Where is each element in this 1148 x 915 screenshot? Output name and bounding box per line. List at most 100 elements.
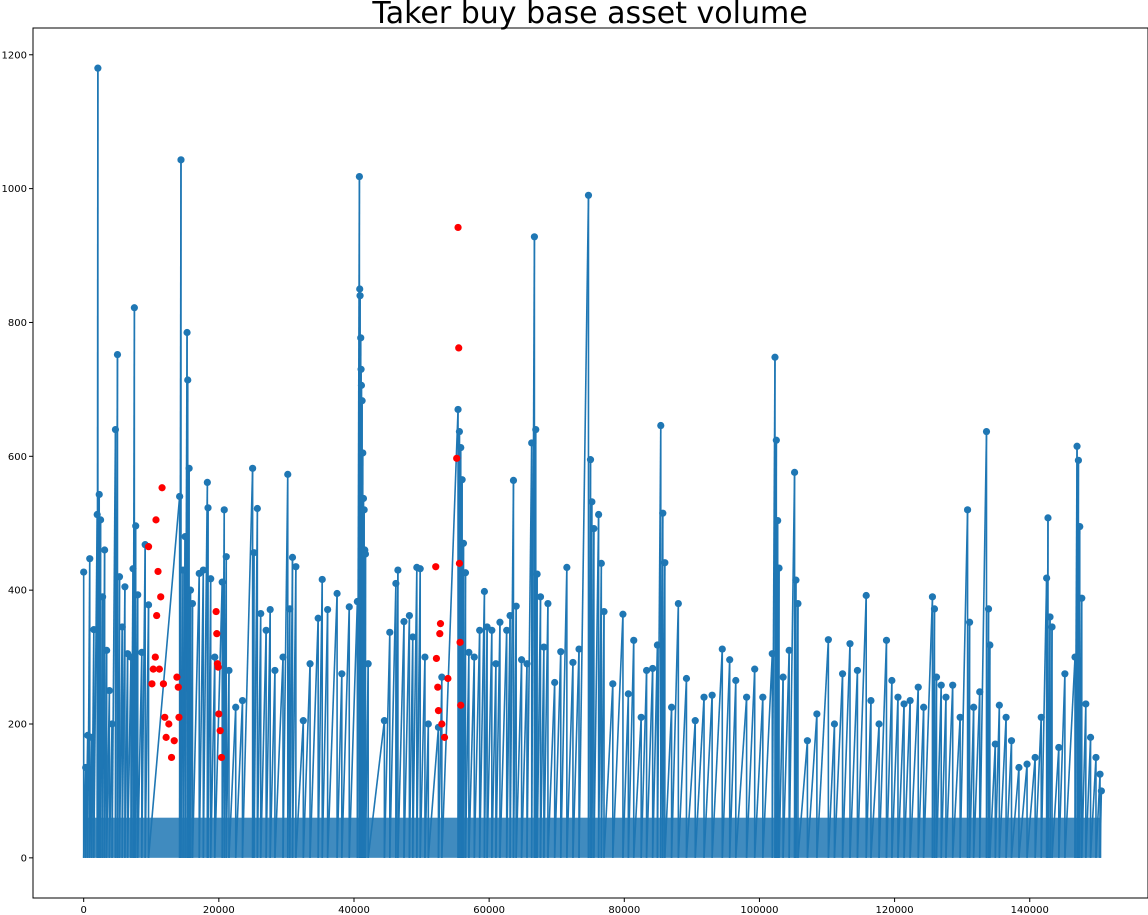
series-0-point xyxy=(512,602,520,610)
series-1-point xyxy=(174,683,182,691)
series-0-point xyxy=(262,626,270,634)
series-0-point xyxy=(314,614,322,622)
series-0-point xyxy=(882,636,891,644)
series-0-point xyxy=(575,645,583,653)
series-0-point xyxy=(532,425,540,434)
series-0-point xyxy=(488,626,496,634)
series-0-point xyxy=(129,565,137,573)
series-0-point xyxy=(130,304,138,312)
series-0-point xyxy=(357,334,365,342)
series-0-point xyxy=(942,693,950,701)
series-0-point xyxy=(179,566,187,574)
series-0-segment xyxy=(878,640,888,858)
series-0-segment xyxy=(989,744,997,858)
series-0-point xyxy=(768,650,776,658)
series-0-point xyxy=(530,233,539,241)
series-0-segment xyxy=(909,687,920,858)
series-0-point xyxy=(394,566,402,574)
series-1-point xyxy=(455,559,464,567)
series-0-point xyxy=(356,285,364,293)
series-0-point xyxy=(966,618,974,626)
series-0-point xyxy=(949,681,957,689)
series-0-point xyxy=(991,740,999,748)
series-0-point xyxy=(177,156,185,164)
y-tick-label: 1200 xyxy=(2,50,27,61)
series-0-point xyxy=(982,427,991,436)
series-0-segment xyxy=(515,659,523,858)
series-0-point xyxy=(792,576,800,584)
series-0-point xyxy=(794,599,802,608)
series-0-point xyxy=(476,626,484,634)
series-0-point xyxy=(503,626,511,634)
series-0-segment xyxy=(762,653,774,858)
series-0-point xyxy=(386,628,394,636)
series-0-segment xyxy=(627,640,635,858)
x-tick-label: 140000 xyxy=(1011,905,1049,915)
series-0-point xyxy=(257,609,265,618)
series-0-point xyxy=(271,666,279,675)
series-0-point xyxy=(176,492,184,501)
series-0-point xyxy=(492,660,500,668)
series-0-point xyxy=(1007,737,1016,745)
series-0-point xyxy=(674,599,682,608)
series-1-point xyxy=(162,733,170,741)
series-0-segment xyxy=(806,713,818,858)
series-0-segment xyxy=(383,632,391,858)
series-0-point xyxy=(218,578,226,586)
series-0-point xyxy=(118,623,126,631)
series-0-point xyxy=(775,564,783,572)
series-0-point xyxy=(785,646,793,654)
series-0-segment xyxy=(1064,657,1076,858)
series-0-point xyxy=(186,586,195,594)
axis-layer: 0 20000 40000 60000 80000 100000 120000 140000 0… xyxy=(2,50,1049,915)
series-1-point xyxy=(213,630,221,638)
series-0-point xyxy=(306,660,314,668)
series-0-point xyxy=(93,510,101,519)
series-0-segment xyxy=(302,663,311,858)
series-0-segment xyxy=(427,727,440,858)
series-0-point xyxy=(914,683,922,691)
series-0-point xyxy=(846,640,854,648)
series-1-point xyxy=(159,680,168,688)
series-0-point xyxy=(772,436,780,444)
series-0-segment xyxy=(745,669,756,858)
series-1-point xyxy=(149,665,157,673)
series-0-point xyxy=(222,553,230,561)
series-0-point xyxy=(181,533,189,541)
series-0-segment xyxy=(572,649,580,858)
series-0-point xyxy=(824,636,832,644)
series-0-point xyxy=(207,575,215,583)
series-0-point xyxy=(506,611,514,620)
series-0-segment xyxy=(945,685,954,858)
series-0-segment xyxy=(1058,673,1066,858)
series-0-segment xyxy=(1051,747,1060,858)
series-0-point xyxy=(232,703,240,711)
series-0-segment xyxy=(903,700,911,858)
series-0-segment xyxy=(856,595,868,858)
series-0-point xyxy=(986,641,994,649)
series-0-point xyxy=(359,449,367,457)
series-0-point xyxy=(569,658,577,667)
series-0-point xyxy=(353,597,361,606)
series-0-segment xyxy=(1026,757,1036,858)
series-0-point xyxy=(937,681,945,689)
series-0-point xyxy=(361,550,370,558)
series-0-point xyxy=(853,666,862,675)
series-0-segment xyxy=(348,601,359,858)
series-0-point xyxy=(266,605,274,614)
series-1-point xyxy=(170,737,178,745)
series-1-point xyxy=(155,665,163,673)
series-1-point xyxy=(158,484,166,492)
series-0-point xyxy=(82,763,90,772)
series-0-point xyxy=(184,376,192,384)
series-0-point xyxy=(751,665,759,673)
series-0-point xyxy=(183,328,191,337)
y-tick-label: 600 xyxy=(8,452,27,463)
series-0-point xyxy=(455,427,464,436)
series-1-point xyxy=(165,720,173,728)
series-0-segment xyxy=(547,682,556,858)
series-0-segment xyxy=(578,195,590,858)
series-0-point xyxy=(357,365,365,373)
series-0-point xyxy=(127,653,135,661)
series-0-point xyxy=(619,610,627,618)
